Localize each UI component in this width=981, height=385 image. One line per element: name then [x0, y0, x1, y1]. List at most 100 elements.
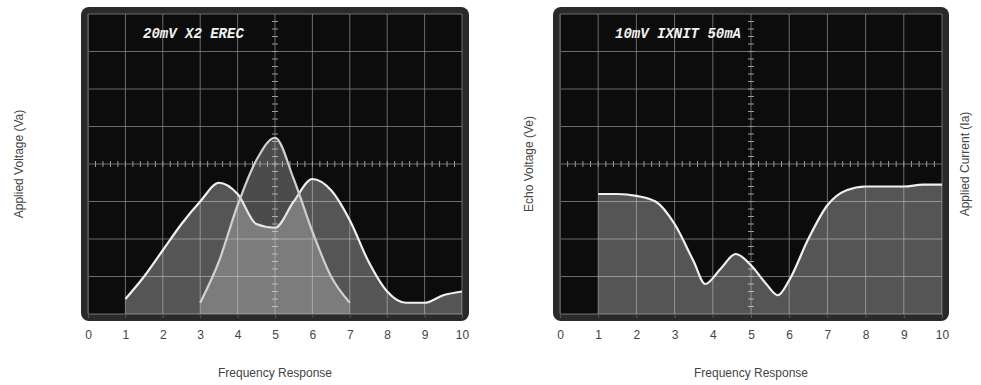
graticule-tick — [237, 161, 238, 167]
x-tick-mark — [425, 314, 426, 318]
x-tick: 7 — [347, 314, 354, 342]
graticule-tick — [842, 161, 843, 167]
graticule-tick — [424, 161, 425, 167]
x-tick: 4 — [235, 314, 242, 342]
graticule-tick — [712, 161, 713, 167]
graticule-tick — [272, 36, 278, 37]
x-tick-mark — [789, 314, 790, 318]
y-axis-title: Applied Voltage (Va) — [12, 110, 26, 219]
x-tick: 0 — [557, 314, 564, 342]
graticule-tick — [272, 74, 278, 75]
graticule-tick — [454, 161, 455, 167]
graticule-tick — [735, 161, 736, 167]
x-tick: 3 — [197, 314, 204, 342]
x-tick: 7 — [825, 314, 832, 342]
graticule-tick — [689, 161, 690, 167]
x-tick: 3 — [672, 314, 679, 342]
graticule-tick — [748, 164, 754, 165]
panel: 01234567891010mV IXNIT 50mAFrequency Res… — [522, 7, 972, 380]
grid-line-y — [560, 126, 942, 127]
graticule-tick — [748, 186, 754, 187]
graticule-tick — [748, 194, 754, 195]
x-tick-label: 3 — [672, 328, 679, 342]
x-axis-title: Frequency Response — [218, 366, 332, 380]
grid-line-y — [560, 89, 942, 90]
graticule-tick — [748, 119, 754, 120]
panel: 01234567891020mV X2 ERECFrequency Respon… — [12, 7, 469, 380]
graticule-tick — [781, 161, 782, 167]
graticule-tick — [379, 161, 380, 167]
graticule-tick — [319, 161, 320, 167]
x-tick-label: 8 — [863, 328, 870, 342]
y-axis — [560, 15, 562, 315]
y-axis-line — [88, 15, 89, 315]
graticule-tick — [748, 74, 754, 75]
chart-canvas: 01234567891020mV X2 ERECFrequency Respon… — [0, 0, 981, 385]
graticule-tick — [748, 224, 754, 225]
x-tick-label: 2 — [160, 328, 167, 342]
x-tick-label: 6 — [786, 328, 793, 342]
x-tick: 10 — [456, 314, 470, 342]
graticule-tick — [743, 161, 744, 167]
graticule-tick — [748, 96, 754, 97]
grid-line-x — [789, 14, 790, 314]
graticule-tick — [372, 161, 373, 167]
graticule-tick — [230, 161, 231, 167]
graticule-tick — [192, 161, 193, 167]
x-tick: 8 — [863, 314, 870, 342]
grid-line-x — [712, 14, 713, 314]
x-axis-line — [89, 315, 463, 319]
graticule-tick — [728, 161, 729, 167]
graticule-tick — [364, 161, 365, 167]
x-tick-mark — [387, 314, 388, 318]
graticule-tick — [598, 161, 599, 167]
graticule-tick — [651, 161, 652, 167]
graticule-tick — [387, 161, 388, 167]
series-area — [200, 138, 350, 314]
graticule-tick — [272, 81, 278, 82]
graticule-tick — [147, 161, 148, 167]
plot-area — [125, 138, 462, 314]
graticule-tick — [880, 161, 881, 167]
y-axis-title: Echo Voltage (Ve) — [522, 116, 536, 212]
x-tick-label: 7 — [347, 328, 354, 342]
x-tick: 5 — [272, 314, 279, 342]
graticule-tick — [827, 161, 828, 167]
graticule-tick — [748, 179, 754, 180]
graticule-tick — [621, 161, 622, 167]
grid-line-y — [88, 14, 462, 15]
graticule-tick — [636, 161, 637, 167]
graticule-tick — [439, 161, 440, 167]
x-tick-label: 10 — [456, 328, 470, 342]
graticule-tick — [697, 161, 698, 167]
graticule-tick — [748, 134, 754, 135]
x-tick-label: 3 — [197, 328, 204, 342]
graticule-tick — [748, 239, 754, 240]
graticule-tick — [334, 161, 335, 167]
graticule-tick — [272, 59, 278, 60]
graticule-tick — [170, 161, 171, 167]
graticule-tick — [272, 89, 278, 90]
graticule-tick — [272, 119, 278, 120]
grid — [560, 14, 942, 314]
x-tick-mark — [713, 314, 714, 318]
graticule-tick — [200, 161, 201, 167]
x-tick-mark — [904, 314, 905, 318]
graticule-tick — [272, 104, 278, 105]
x-tick-mark — [350, 314, 351, 318]
x-tick: 1 — [123, 314, 130, 342]
x-tick-label: 0 — [557, 328, 564, 342]
x-axis-line — [561, 315, 943, 319]
graticule-tick — [748, 51, 754, 52]
graticule-tick — [117, 161, 118, 167]
graticule-tick — [748, 104, 754, 105]
graticule-tick — [748, 141, 754, 142]
x-tick: 2 — [160, 314, 167, 342]
graticule-tick — [873, 161, 874, 167]
graticule-tick — [748, 29, 754, 30]
graticule-tick — [705, 161, 706, 167]
graticule-tick — [357, 161, 358, 167]
x-tick: 4 — [710, 314, 717, 342]
x-tick-mark — [636, 314, 637, 318]
graticule-tick — [590, 161, 591, 167]
